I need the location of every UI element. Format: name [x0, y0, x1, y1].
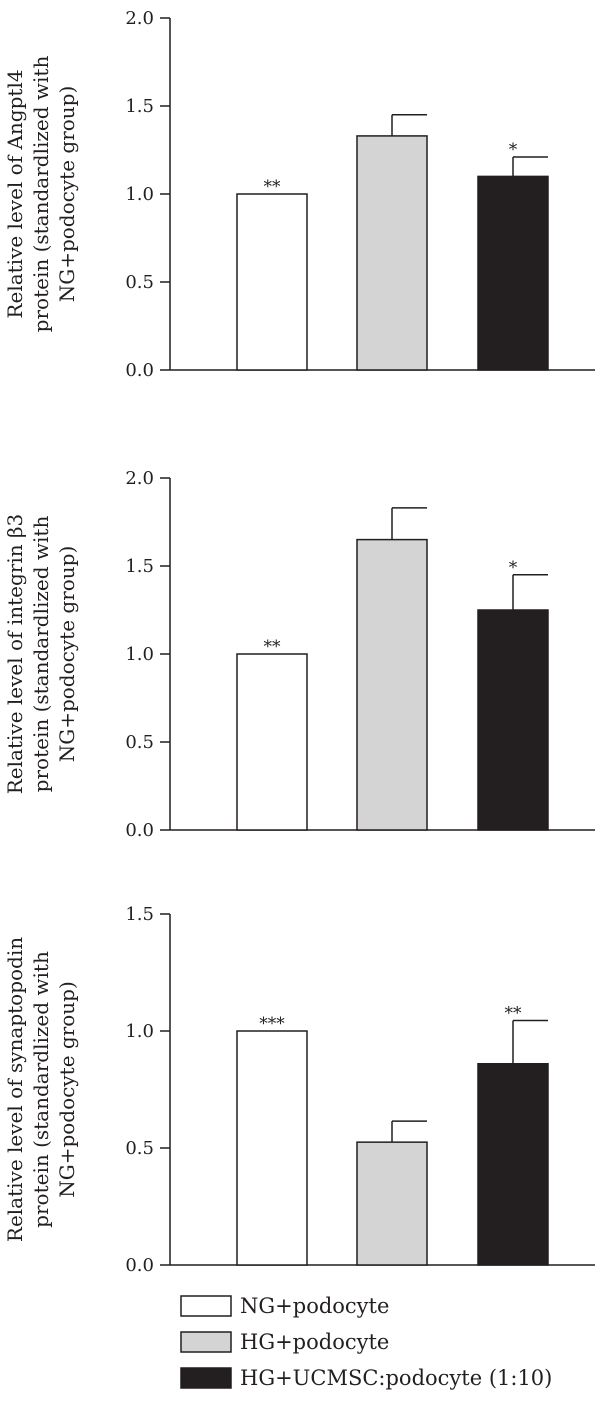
y-axis-label-line: NG+podocyte group) [55, 86, 79, 303]
y-tick-label: 0.0 [125, 1255, 154, 1276]
y-tick-label: 1.0 [125, 1021, 154, 1042]
y-tick-label: 0.5 [125, 1138, 154, 1159]
bar-2 [356, 538, 428, 831]
y-tick-label: 0.5 [125, 272, 154, 293]
chart-panel-3: 0.0 0.5 1.0 1.5 Relative level of synaptopod… [3, 904, 595, 1276]
significance-label: * [509, 140, 518, 160]
significance-label: ** [264, 637, 282, 657]
y-axis-label-line: protein (standardlized with [29, 56, 53, 333]
significance-label: * [509, 558, 518, 578]
y-axis-label-line: Relative level of integrin β3 [3, 514, 27, 795]
bar-3 [477, 1063, 549, 1266]
y-tick-label: 0.5 [125, 732, 154, 753]
legend-label: NG+podocyte [240, 1294, 389, 1318]
y-tick-label: 2.0 [125, 8, 154, 29]
y-tick-label: 2.0 [125, 468, 154, 489]
legend-swatch-3 [180, 1367, 232, 1389]
significance-label: ** [264, 177, 282, 197]
bar-1 [236, 1030, 308, 1266]
y-axis-label-line: Relative level of Angptl4 [3, 69, 27, 318]
y-axis-label-line: protein (standardlized with [29, 516, 53, 793]
y-axis-label-line: protein (standardlized with [29, 951, 53, 1228]
bar-3 [477, 175, 549, 371]
y-tick-label: 0.0 [125, 360, 154, 381]
y-tick-label: 1.5 [125, 556, 154, 577]
bar-2 [356, 1141, 428, 1266]
bar-2 [356, 135, 428, 371]
legend-swatch-1 [180, 1295, 232, 1317]
y-axis-label-line: NG+podocyte group) [55, 981, 79, 1198]
y-tick-label: 1.5 [125, 904, 154, 925]
significance-label: *** [259, 1014, 285, 1034]
legend: NG+podocyte HG+podocyte HG+UCMSC:podocyte … [180, 1294, 552, 1390]
legend-label: HG+UCMSC:podocyte (1:10) [240, 1366, 552, 1390]
y-tick-label: 1.5 [125, 96, 154, 117]
legend-swatch-2 [180, 1331, 232, 1353]
legend-label: HG+podocyte [240, 1330, 389, 1354]
y-axis-label-line: Relative level of synaptopodin [3, 937, 27, 1242]
significance-label: ** [505, 1003, 523, 1023]
bar-3 [477, 609, 549, 831]
y-tick-label: 1.0 [125, 184, 154, 205]
y-axis-label-line: NG+podocyte group) [55, 546, 79, 763]
bar-1 [236, 193, 308, 371]
bar-1 [236, 653, 308, 831]
chart-panel-1: 0.0 0.5 1.0 1.5 2.0 Relative level of Angptl4… [3, 8, 595, 381]
chart-panel-2: 0.0 0.5 1.0 1.5 2.0 Relative level of integri… [3, 468, 595, 841]
y-tick-label: 0.0 [125, 820, 154, 841]
y-tick-label: 1.0 [125, 644, 154, 665]
